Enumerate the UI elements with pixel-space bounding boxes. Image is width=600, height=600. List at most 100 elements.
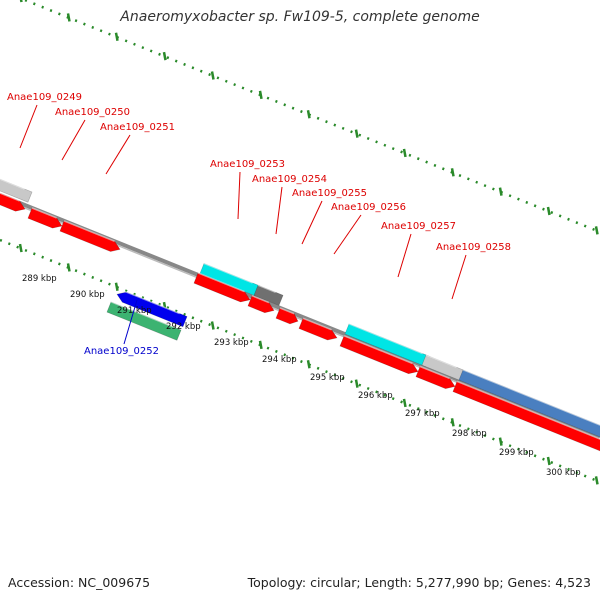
gene-label-anae109-0251: Anae109_0251 — [100, 122, 175, 133]
ruler-inner-tick — [210, 321, 215, 330]
feature-anae109-0252-rna-shine — [110, 301, 174, 328]
gene-label-anae109-0256: Anae109_0256 — [331, 202, 406, 213]
gene-label-anae109-0250: Anae109_0250 — [55, 107, 130, 118]
ruler-outer-tick — [162, 51, 167, 61]
ruler-layer — [0, 0, 600, 485]
feature-anae109-0259 — [452, 380, 600, 452]
map-title: Anaeromyxobacter sp. Fw109-5, complete g… — [120, 9, 480, 25]
feature-anae109-0254-cds — [247, 295, 275, 314]
ruler-inner-dotted-line — [0, 238, 600, 484]
feature-anae109-0249-pseudo — [0, 175, 33, 203]
feature-anae109-0255-shine — [279, 307, 295, 315]
gene-label-anae109-0257: Anae109_0257 — [381, 221, 456, 232]
position-tick-label: 296 kbp — [358, 391, 393, 401]
feature-anae109-0252 — [116, 288, 188, 328]
gene-label-leader-anae109-0257 — [397, 233, 412, 278]
feature-anae109-0250-shine — [31, 207, 57, 219]
gene-label-leader-anae109-0252 — [123, 299, 138, 345]
feature-anae109-0258 — [415, 365, 456, 389]
feature-anae109-0251 — [59, 220, 121, 252]
ruler-inner-tick — [450, 418, 455, 427]
feature-anae109-0256-shine — [302, 317, 332, 331]
feature-anae109-0256 — [298, 317, 338, 341]
ruler-outer-tick — [210, 71, 215, 80]
ruler-inner-tick — [546, 456, 551, 466]
feature-anae109-0253-shine — [203, 262, 253, 284]
label-layer: Anae109_0249 Anae109_0250 Anae109_0251 Anae… — [7, 92, 511, 357]
position-tick-label: 289 kbp — [22, 274, 57, 284]
gene-label-leader-anae109-0254 — [275, 186, 283, 235]
gene-label-leader-anae109-0249 — [19, 104, 38, 149]
position-tick-label: 294 kbp — [262, 355, 297, 365]
ruler-outer-tick — [402, 148, 407, 158]
ruler-inner-tick — [66, 263, 71, 272]
feature-anae109-0251-shape — [59, 220, 121, 252]
feature-anae109-0255 — [275, 307, 299, 325]
feature-anae109-0250 — [27, 207, 63, 229]
ruler-outer-tick — [66, 13, 71, 22]
position-tick-label: 299 kbp — [499, 448, 534, 458]
feature-anae109-0254-shine — [257, 284, 276, 293]
ruler-outer-tick — [306, 109, 311, 119]
position-tick-label: 290 kbp — [70, 290, 105, 300]
feature-anae109-0257-shine — [343, 335, 413, 365]
feature-long-region-shine — [462, 369, 600, 428]
feature-anae109-0252-shine — [118, 288, 180, 315]
gene-label-anae109-0249: Anae109_0249 — [7, 92, 82, 103]
ruler-inner-tick — [594, 476, 599, 485]
ruler-inner-tick — [354, 379, 359, 388]
position-tick-label: 293 kbp — [214, 338, 249, 348]
position-tick-label: 300 kbp — [546, 468, 581, 478]
gene-label-anae109-0253: Anae109_0253 — [210, 159, 285, 170]
feature-anae109-0253-cds — [193, 272, 251, 303]
feature-anae109-0253-cds-shine — [197, 272, 245, 293]
gene-label-leader-anae109-0250 — [61, 119, 86, 161]
feature-long-region — [458, 369, 600, 441]
position-tick-label: 291 kbp — [117, 306, 152, 316]
feature-anae109-0257 — [339, 335, 419, 375]
position-tick-label: 297 kbp — [405, 409, 440, 419]
feature-anae109-0252-rna — [106, 301, 182, 341]
gene-label-leader-anae109-0253 — [237, 171, 241, 220]
ruler-outer-tick — [498, 187, 503, 196]
feature-anae109-0259-shine — [456, 380, 600, 442]
ruler-inner-tick — [114, 282, 119, 292]
position-tick-label: 295 kbp — [310, 373, 345, 383]
ruler-inner-tick — [18, 243, 23, 253]
gene-label-leader-anae109-0256 — [333, 214, 362, 255]
feature-anae109-0258-pseudo-shine — [425, 354, 457, 368]
gene-label-anae109-0254: Anae109_0254 — [252, 174, 327, 185]
ruler-outer-tick — [450, 168, 455, 177]
ruler-inner-tick — [306, 359, 311, 369]
ruler-outer-tick — [19, 0, 23, 3]
gene-label-leader-anae109-0258 — [451, 254, 467, 300]
feature-anae109-0249 — [0, 189, 26, 212]
ruler-outer-tick — [258, 90, 263, 100]
feature-anae109-0253 — [199, 262, 261, 297]
ruler-inner-tick — [402, 398, 407, 408]
feature-anae109-0254 — [253, 284, 284, 306]
ruler-inner-tick — [498, 437, 503, 446]
tick-label-layer: 289 kbp 290 kbp 291 kbp 292 kbp 293 kbp 294 k… — [22, 274, 581, 478]
ruler-outer-tick — [546, 206, 551, 216]
ruler-outer-tick — [594, 226, 599, 235]
ruler-outer-tick — [114, 32, 119, 42]
feature-anae109-0249-pseudo-shine — [0, 175, 25, 190]
gene-label-anae109-0255: Anae109_0255 — [292, 188, 367, 199]
genome-summary-text: Topology: circular; Length: 5,277,990 bp… — [247, 575, 591, 590]
feature-anae109-0254-cds-shine — [251, 295, 270, 304]
gene-label-leader-anae109-0251 — [105, 134, 131, 175]
accession-text: Accession: NC_009675 — [8, 575, 151, 590]
feature-anae109-0251-shine — [63, 220, 115, 243]
position-tick-label: 292 kbp — [166, 322, 201, 332]
ruler-inner-tick — [258, 340, 263, 350]
feature-layer — [0, 175, 600, 452]
feature-anae109-0249-shine — [0, 189, 20, 202]
ruler-outer-tick — [354, 129, 359, 138]
gene-label-anae109-0258: Anae109_0258 — [436, 242, 511, 253]
gene-label-leader-anae109-0255 — [301, 200, 323, 245]
position-tick-label: 298 kbp — [452, 429, 487, 439]
feature-anae109-0258-shine — [419, 365, 450, 380]
